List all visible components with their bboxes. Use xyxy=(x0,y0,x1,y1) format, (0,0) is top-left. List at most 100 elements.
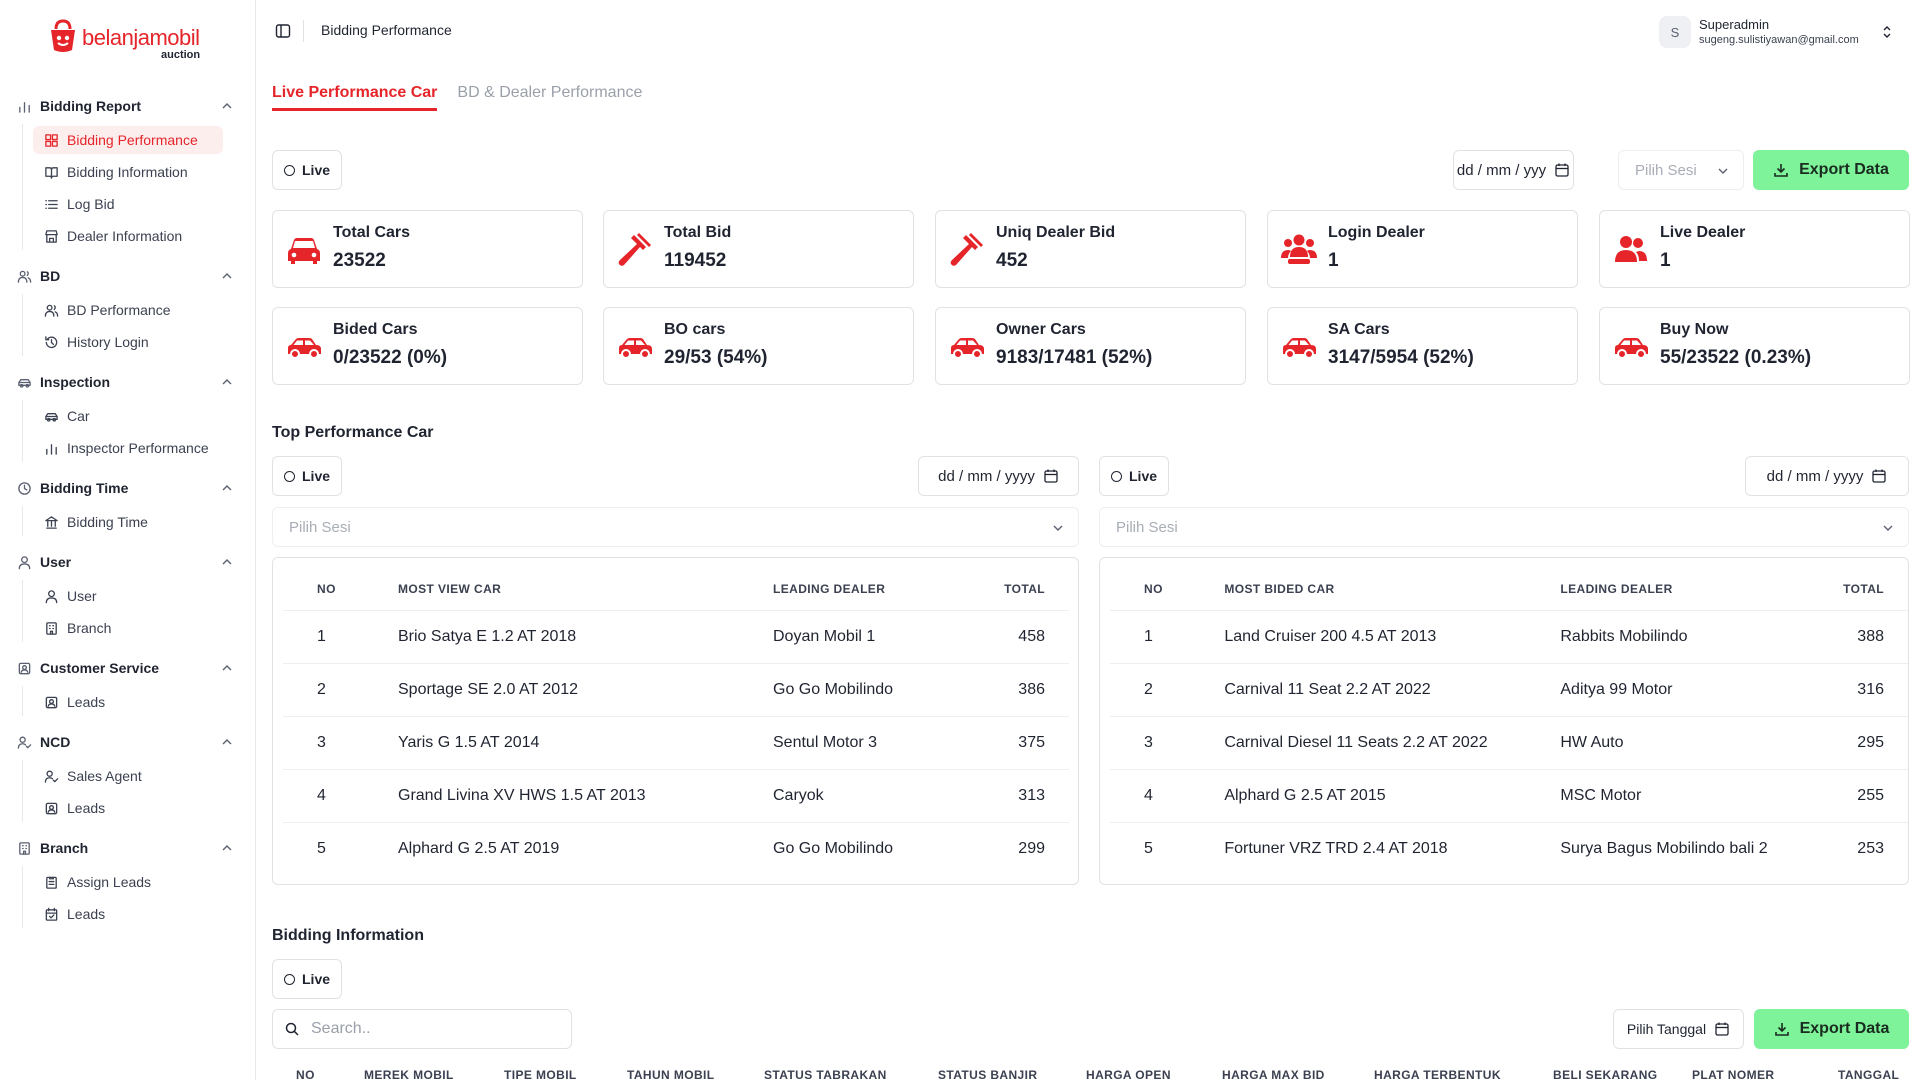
nav-group-header-bd[interactable]: BD xyxy=(0,258,256,294)
car-side-icon xyxy=(616,328,654,366)
sidebar-item-dealer-information[interactable]: Dealer Information xyxy=(33,222,223,250)
brand-logo[interactable]: belanjamobil auction xyxy=(48,18,208,62)
nav-group-header-ncd[interactable]: NCD xyxy=(0,724,256,760)
tabs: Live Performance Car BD & Dealer Perform… xyxy=(272,84,662,111)
date-picker-button[interactable]: Pilih Tanggal xyxy=(1613,1009,1744,1049)
nav-group-label: Branch xyxy=(40,840,89,856)
table-cell: 5 xyxy=(317,839,326,857)
brand-name: belanjamobil xyxy=(82,25,200,50)
circle-icon xyxy=(284,164,295,176)
session-select-left[interactable]: Pilih Sesi xyxy=(272,507,1079,547)
chevron-up-icon xyxy=(222,273,232,279)
stat-label: Owner Cars xyxy=(996,321,1086,338)
export-data-button[interactable]: Export Data xyxy=(1753,150,1909,190)
clock-icon xyxy=(16,480,32,496)
table-cell: Carnival 11 Seat 2.2 AT 2022 xyxy=(1224,663,1561,717)
sidebar-item-label: Dealer Information xyxy=(67,228,183,244)
stat-card-total-bid: Total Bid 119452 xyxy=(603,210,914,288)
user-menu[interactable]: S Superadmin sugeng.sulistiyawan@gmail.c… xyxy=(1659,14,1899,50)
column-header: TOTAL xyxy=(1003,568,1069,611)
session-placeholder: Pilih Sesi xyxy=(289,518,351,536)
bar-chart-icon xyxy=(16,98,32,114)
live-toggle-button-right[interactable]: Live xyxy=(1099,456,1170,496)
live-toggle-button[interactable]: Live xyxy=(272,150,343,190)
search-input[interactable] xyxy=(311,1020,551,1038)
sidebar-item-label: History Login xyxy=(67,334,149,350)
tab-bd-dealer-performance[interactable]: BD & Dealer Performance xyxy=(457,84,643,101)
sidebar-item-user[interactable]: User xyxy=(33,582,223,610)
car-icon xyxy=(43,408,59,424)
contact-icon xyxy=(43,694,59,710)
download-icon xyxy=(1774,164,1788,177)
sidebar-item-history-login[interactable]: History Login xyxy=(33,328,223,356)
history-icon xyxy=(43,334,59,350)
nav-group-items: Car Inspector Performance xyxy=(22,400,256,462)
top-performance-title: Top Performance Car xyxy=(272,424,434,441)
nav-group-header-branch[interactable]: Branch xyxy=(0,830,256,866)
calendar-icon xyxy=(1555,163,1569,177)
table-cell: 388 xyxy=(1843,610,1908,664)
column-header: TANGGAL xyxy=(1838,1068,1900,1080)
table-cell: MSC Motor xyxy=(1560,769,1844,823)
column-header: MOST BIDED CAR xyxy=(1224,568,1561,611)
sidebar-toggle-icon[interactable] xyxy=(275,23,291,39)
sidebar-item-label: Inspector Performance xyxy=(67,440,209,456)
users-icon xyxy=(16,268,32,284)
chevron-up-icon xyxy=(222,103,232,109)
search-icon xyxy=(285,1022,299,1036)
sidebar-item-bd-performance[interactable]: BD Performance xyxy=(33,296,223,324)
sidebar-item-sales-agent[interactable]: Sales Agent xyxy=(33,762,223,790)
date-input-main[interactable]: dd / mm / yyy xyxy=(1453,150,1574,190)
sidebar-item-bidding-information[interactable]: Bidding Information xyxy=(33,158,223,186)
sidebar-item-leads[interactable]: Leads xyxy=(33,900,223,928)
sidebar-item-inspector-performance[interactable]: Inspector Performance xyxy=(33,434,223,462)
nav-group-label: BD xyxy=(40,268,61,284)
car-side-icon xyxy=(285,328,323,366)
nav-group-label: Inspection xyxy=(40,374,111,390)
table-cell: Go Go Mobilindo xyxy=(773,839,894,857)
date-placeholder: dd / mm / yyyy xyxy=(1766,467,1864,485)
sidebar-item-label: Log Bid xyxy=(67,196,115,212)
export-data-button-bidding[interactable]: Export Data xyxy=(1754,1009,1909,1049)
date-input-left[interactable]: dd / mm / yyyy xyxy=(918,456,1079,496)
session-placeholder: Pilih Sesi xyxy=(1116,518,1178,536)
sidebar-item-car[interactable]: Car xyxy=(33,402,223,430)
sidebar-item-leads[interactable]: Leads xyxy=(33,688,223,716)
sidebar-item-label: Car xyxy=(67,408,90,424)
live-toggle-button-bidding[interactable]: Live xyxy=(272,959,343,999)
nav-group-header-bidding-time[interactable]: Bidding Time xyxy=(0,470,256,506)
stat-label: BO cars xyxy=(664,321,726,338)
sidebar-item-assign-leads[interactable]: Assign Leads xyxy=(33,868,223,896)
sidebar-item-bidding-performance[interactable]: Bidding Performance xyxy=(33,126,223,154)
nav-group-header-bidding-report[interactable]: Bidding Report xyxy=(0,88,256,124)
car-side-icon xyxy=(1280,328,1318,366)
table-cell: Yaris G 1.5 AT 2014 xyxy=(398,716,773,770)
car-side-icon xyxy=(1612,328,1650,366)
calendar-icon xyxy=(1715,1022,1729,1036)
sidebar: belanjamobil auction Bidding Report Bidd… xyxy=(0,0,256,1080)
tab-live-performance-car[interactable]: Live Performance Car xyxy=(272,84,438,111)
sidebar-item-leads[interactable]: Leads xyxy=(33,794,223,822)
export-label: Export Data xyxy=(1799,1020,1890,1037)
stat-value: 3147/5954 (52%) xyxy=(1328,347,1474,368)
nav-group-header-customer-service[interactable]: Customer Service xyxy=(0,650,256,686)
stat-card-owner-cars: Owner Cars 9183/17481 (52%) xyxy=(935,307,1246,385)
sidebar-item-label: User xyxy=(67,588,97,604)
session-select-main[interactable]: Pilih Sesi xyxy=(1618,150,1744,190)
date-input-right[interactable]: dd / mm / yyyy xyxy=(1745,456,1909,496)
car-icon xyxy=(16,374,32,390)
nav-group-header-user[interactable]: User xyxy=(0,544,256,580)
sidebar-item-bidding-time[interactable]: Bidding Time xyxy=(33,508,223,536)
nav-group-header-inspection[interactable]: Inspection xyxy=(0,364,256,400)
sidebar-item-log-bid[interactable]: Log Bid xyxy=(33,190,223,218)
sidebar-item-label: Leads xyxy=(67,906,106,922)
sidebar-item-branch[interactable]: Branch xyxy=(33,614,223,642)
live-toggle-button-left[interactable]: Live xyxy=(272,456,343,496)
session-select-right[interactable]: Pilih Sesi xyxy=(1099,507,1909,547)
nav-group-label: Bidding Report xyxy=(40,98,142,114)
building-icon xyxy=(16,840,32,856)
building-icon xyxy=(43,620,59,636)
date-placeholder: dd / mm / yyy xyxy=(1456,161,1547,179)
column-header: STATUS BANJIR xyxy=(938,1068,1038,1080)
nav-group-bidding-time: Bidding Time Bidding Time xyxy=(0,470,256,536)
